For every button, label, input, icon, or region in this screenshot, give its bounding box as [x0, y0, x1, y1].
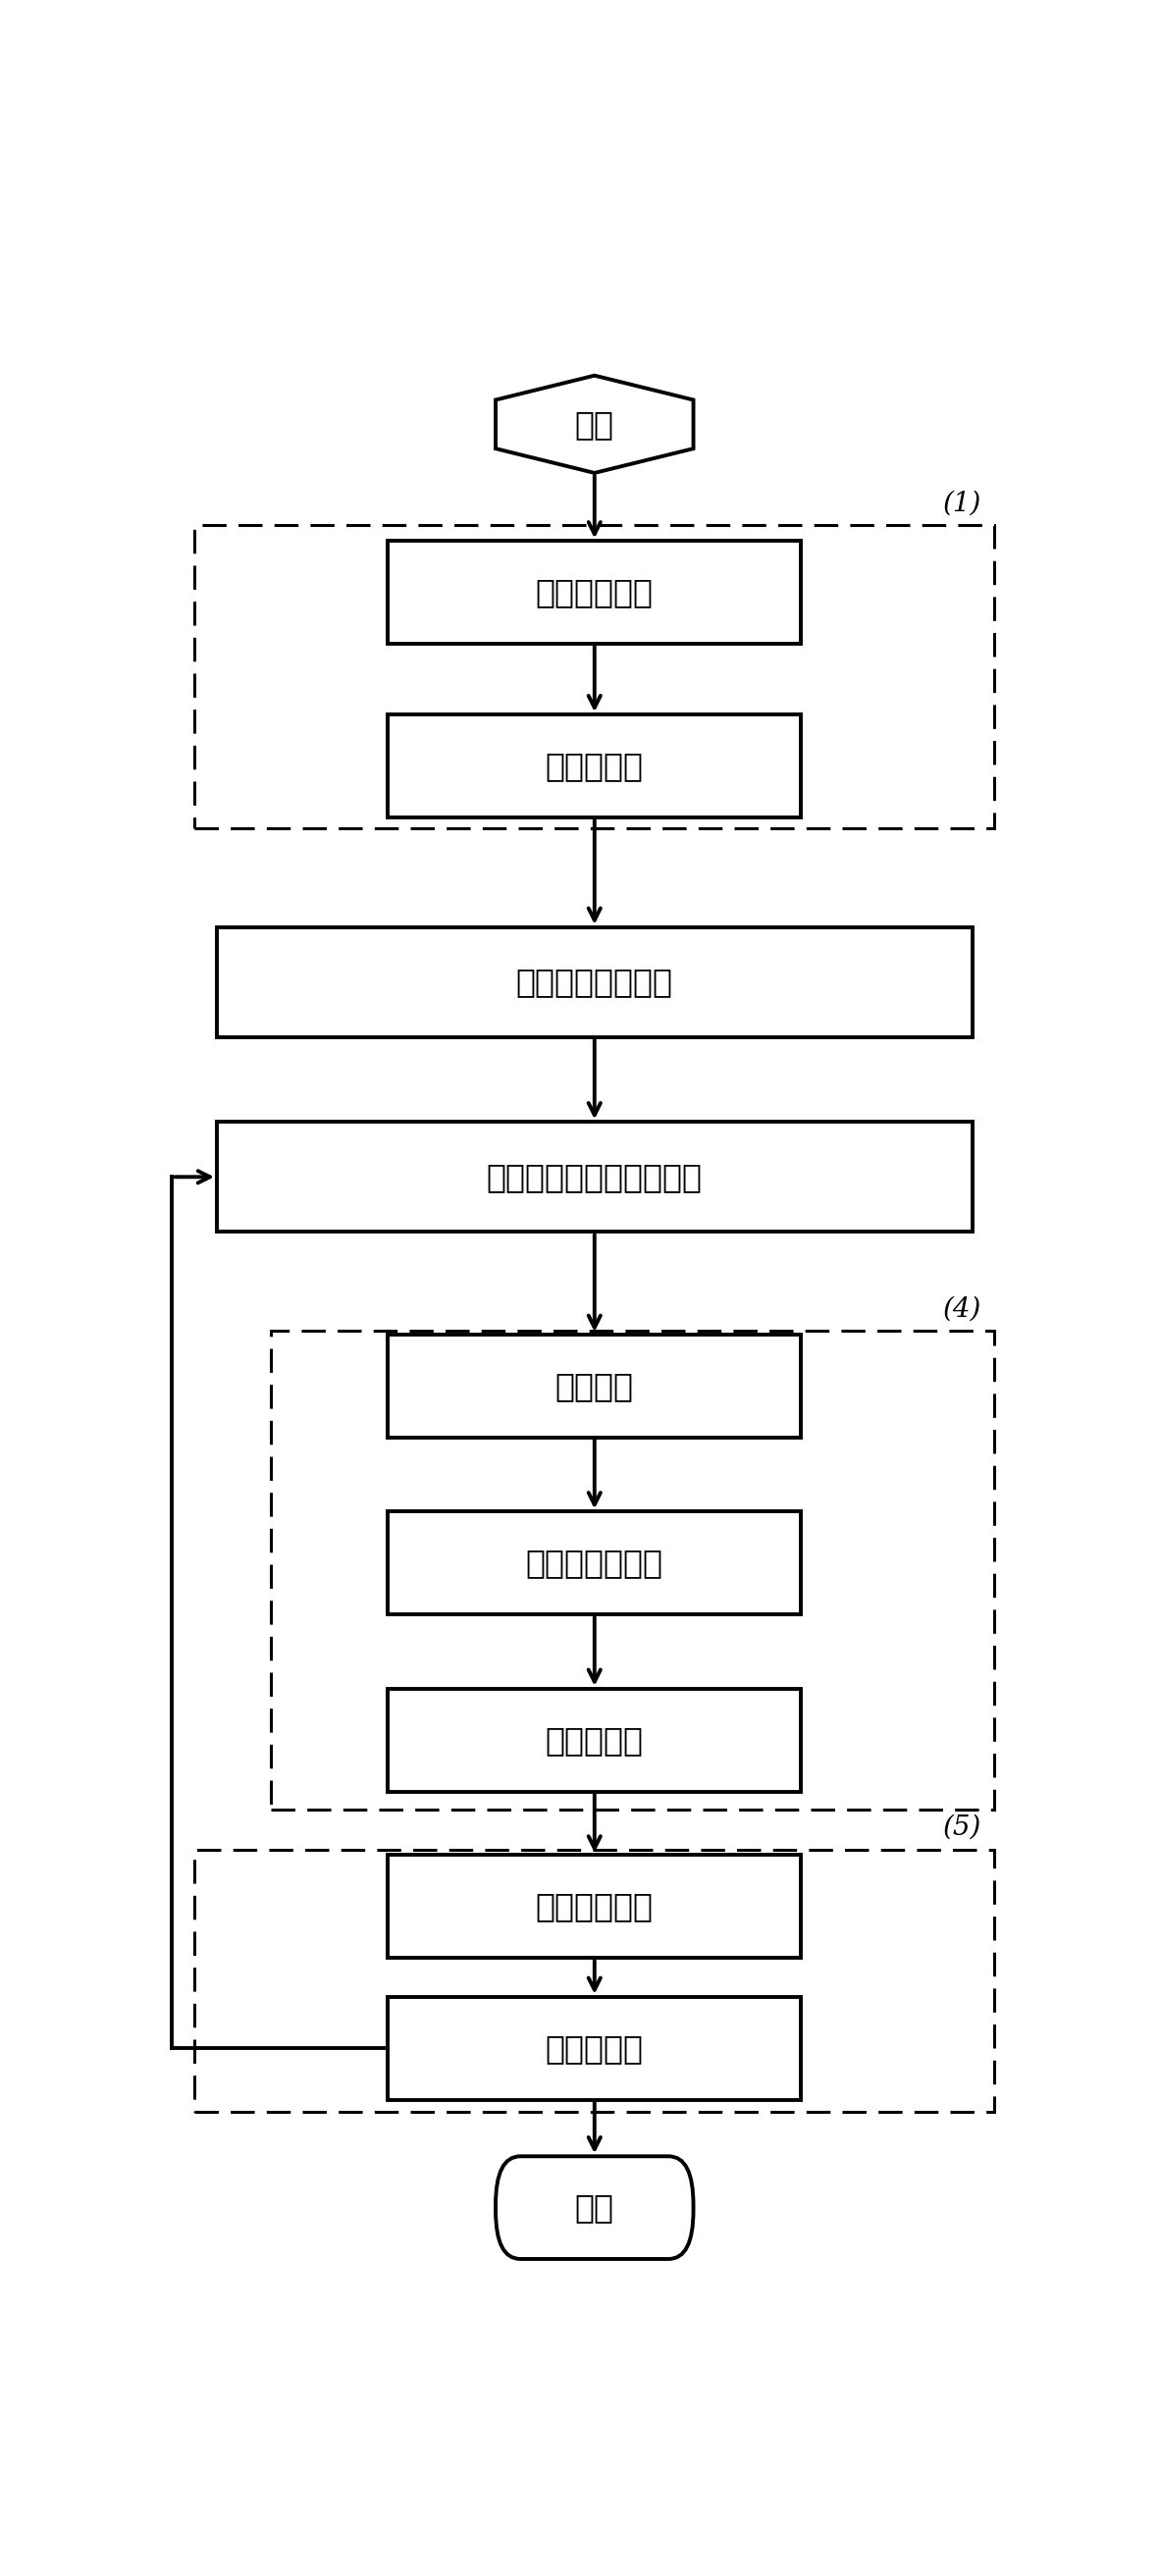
Text: 参数初始化: 参数初始化: [545, 750, 644, 783]
Bar: [387, 1855, 802, 1958]
Bar: [387, 1690, 802, 1790]
Text: 计算雅克比矩阵: 计算雅克比矩阵: [525, 1546, 664, 1579]
Text: 开始: 开始: [575, 407, 614, 440]
Polygon shape: [495, 376, 694, 474]
Bar: [387, 714, 802, 817]
Bar: [195, 1850, 994, 2112]
Text: (5): (5): [942, 1814, 981, 1842]
Text: (1): (1): [942, 489, 981, 515]
Text: (4): (4): [942, 1296, 981, 1321]
Text: 计算权函数: 计算权函数: [545, 1723, 644, 1757]
Bar: [217, 927, 972, 1038]
Text: 状态变量更新: 状态变量更新: [536, 1891, 653, 1922]
Text: 计算残差: 计算残差: [556, 1370, 633, 1401]
Bar: [387, 1334, 802, 1437]
Text: 收敛性判断: 收敛性判断: [545, 2032, 644, 2063]
FancyBboxPatch shape: [495, 2156, 694, 2259]
Bar: [387, 1996, 802, 2099]
Bar: [217, 1123, 972, 1231]
Text: 退出: 退出: [575, 2192, 614, 2223]
Text: 输入基础数据: 输入基础数据: [536, 577, 653, 608]
Bar: [195, 526, 994, 827]
Text: 形成零注入等式约束方程: 形成零注入等式约束方程: [486, 1162, 703, 1193]
Bar: [387, 541, 802, 644]
Text: 计算节点导纳矩阵: 计算节点导纳矩阵: [516, 966, 673, 999]
Bar: [271, 1332, 994, 1808]
Bar: [387, 1512, 802, 1615]
